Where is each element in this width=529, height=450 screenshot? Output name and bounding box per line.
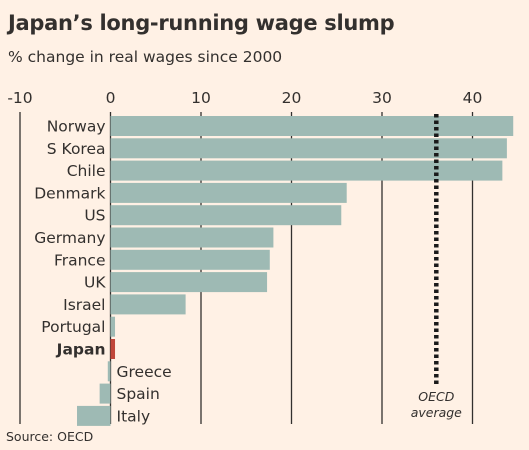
x-tick-label: -10: [7, 89, 32, 107]
bar-germany: [110, 227, 274, 248]
oecd-average-label: average: [411, 405, 462, 420]
bar-israel: [110, 294, 186, 315]
bar-portugal: [110, 316, 116, 337]
category-label: S Korea: [47, 140, 106, 158]
chart-source: Source: OECD: [6, 429, 94, 444]
bar-s-korea: [110, 138, 507, 159]
category-label: Germany: [34, 229, 105, 247]
chart-subtitle: % change in real wages since 2000: [8, 48, 283, 66]
category-label: Chile: [67, 162, 106, 180]
x-tick-label: 20: [282, 89, 302, 107]
category-label: Denmark: [34, 184, 105, 202]
category-label: Italy: [117, 407, 151, 425]
category-label: UK: [84, 274, 106, 292]
bar-greece: [107, 361, 111, 382]
x-tick-label: 0: [106, 89, 116, 107]
category-label: Norway: [47, 118, 106, 136]
bar-denmark: [110, 182, 347, 203]
category-label: Portugal: [41, 318, 105, 336]
bar-chile: [110, 160, 503, 181]
bar-japan: [110, 339, 116, 359]
chart-title: Japan’s long-running wage slump: [8, 11, 395, 35]
x-tick-label: 10: [191, 89, 211, 107]
bar-spain: [99, 383, 111, 404]
category-label: Greece: [117, 363, 172, 381]
x-tick-label: 30: [372, 89, 392, 107]
bar-uk: [110, 272, 268, 293]
category-label: Spain: [117, 385, 160, 403]
bar-us: [110, 205, 342, 226]
oecd-average-label: OECD: [418, 389, 454, 404]
category-label: France: [54, 251, 106, 269]
category-label: Israel: [63, 296, 105, 314]
category-label: Japan: [56, 341, 106, 359]
bar-france: [110, 249, 270, 270]
x-tick-label: 40: [463, 89, 483, 107]
category-label: US: [84, 207, 105, 225]
bar-italy: [77, 405, 111, 426]
bar-norway: [110, 116, 514, 136]
